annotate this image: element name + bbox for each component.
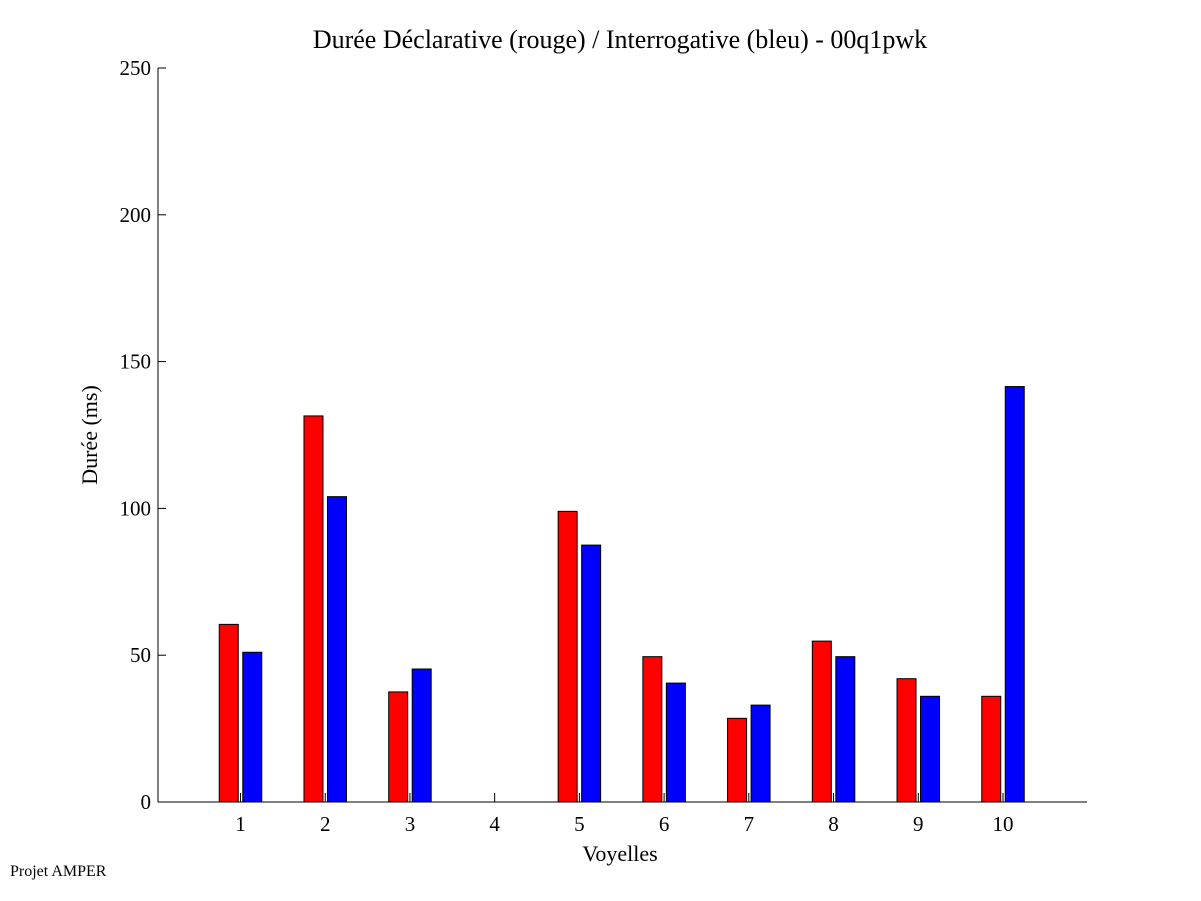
bar-series-1-cat-1	[218, 623, 239, 803]
footer-credit: Projet AMPER	[10, 863, 107, 880]
bars-group	[218, 386, 1025, 803]
x-tick-label-3: 3	[405, 812, 416, 836]
x-tick-label-9: 9	[913, 812, 924, 836]
y-tick-label-0: 0	[141, 790, 152, 814]
x-tick-label-2: 2	[320, 812, 331, 836]
x-tick-label-6: 6	[659, 812, 670, 836]
bar-series-1-cat-3	[388, 691, 409, 803]
y-tick-label-50: 50	[130, 643, 151, 667]
bar-series-2-cat-1	[242, 651, 263, 803]
y-tick-label-200: 200	[120, 203, 152, 227]
x-tick-label-7: 7	[744, 812, 755, 836]
bar-series-1-cat-8	[811, 640, 832, 803]
x-axis-label: Voyelles	[582, 841, 657, 866]
bar-series-2-cat-5	[581, 544, 602, 803]
y-tick-label-150: 150	[120, 350, 152, 374]
bar-series-1-cat-5	[557, 510, 578, 803]
bar-series-2-cat-10	[1004, 386, 1025, 803]
bar-series-1-cat-6	[642, 656, 663, 803]
x-tick-label-1: 1	[235, 812, 246, 836]
x-tick-label-5: 5	[574, 812, 585, 836]
y-axis-label: Durée (ms)	[77, 385, 102, 485]
x-tick-label-4: 4	[489, 812, 500, 836]
axes-group: 0 50 100 150 200 250 1 2 3 4 5 6 7 8 9 10	[120, 56, 1087, 836]
bar-series-2-cat-7	[750, 704, 771, 803]
plot-area: 0 50 100 150 200 250 1 2 3 4 5 6 7 8 9 10	[120, 56, 1087, 836]
chart-title: Durée Déclarative (rouge) / Interrogativ…	[313, 25, 927, 54]
bar-series-1-cat-10	[981, 695, 1002, 803]
bar-series-2-cat-2	[326, 496, 347, 803]
y-tick-label-250: 250	[120, 56, 152, 80]
x-tick-label-8: 8	[828, 812, 839, 836]
x-tick-label-10: 10	[993, 812, 1014, 836]
bar-series-2-cat-6	[665, 682, 686, 803]
bar-series-2-cat-3	[411, 668, 432, 803]
bar-series-1-cat-2	[303, 415, 324, 803]
bar-series-1-cat-9	[896, 678, 917, 803]
bar-series-2-cat-9	[920, 695, 941, 803]
bar-series-1-cat-7	[727, 717, 748, 803]
bar-series-2-cat-8	[835, 656, 856, 803]
y-tick-label-100: 100	[120, 496, 152, 520]
